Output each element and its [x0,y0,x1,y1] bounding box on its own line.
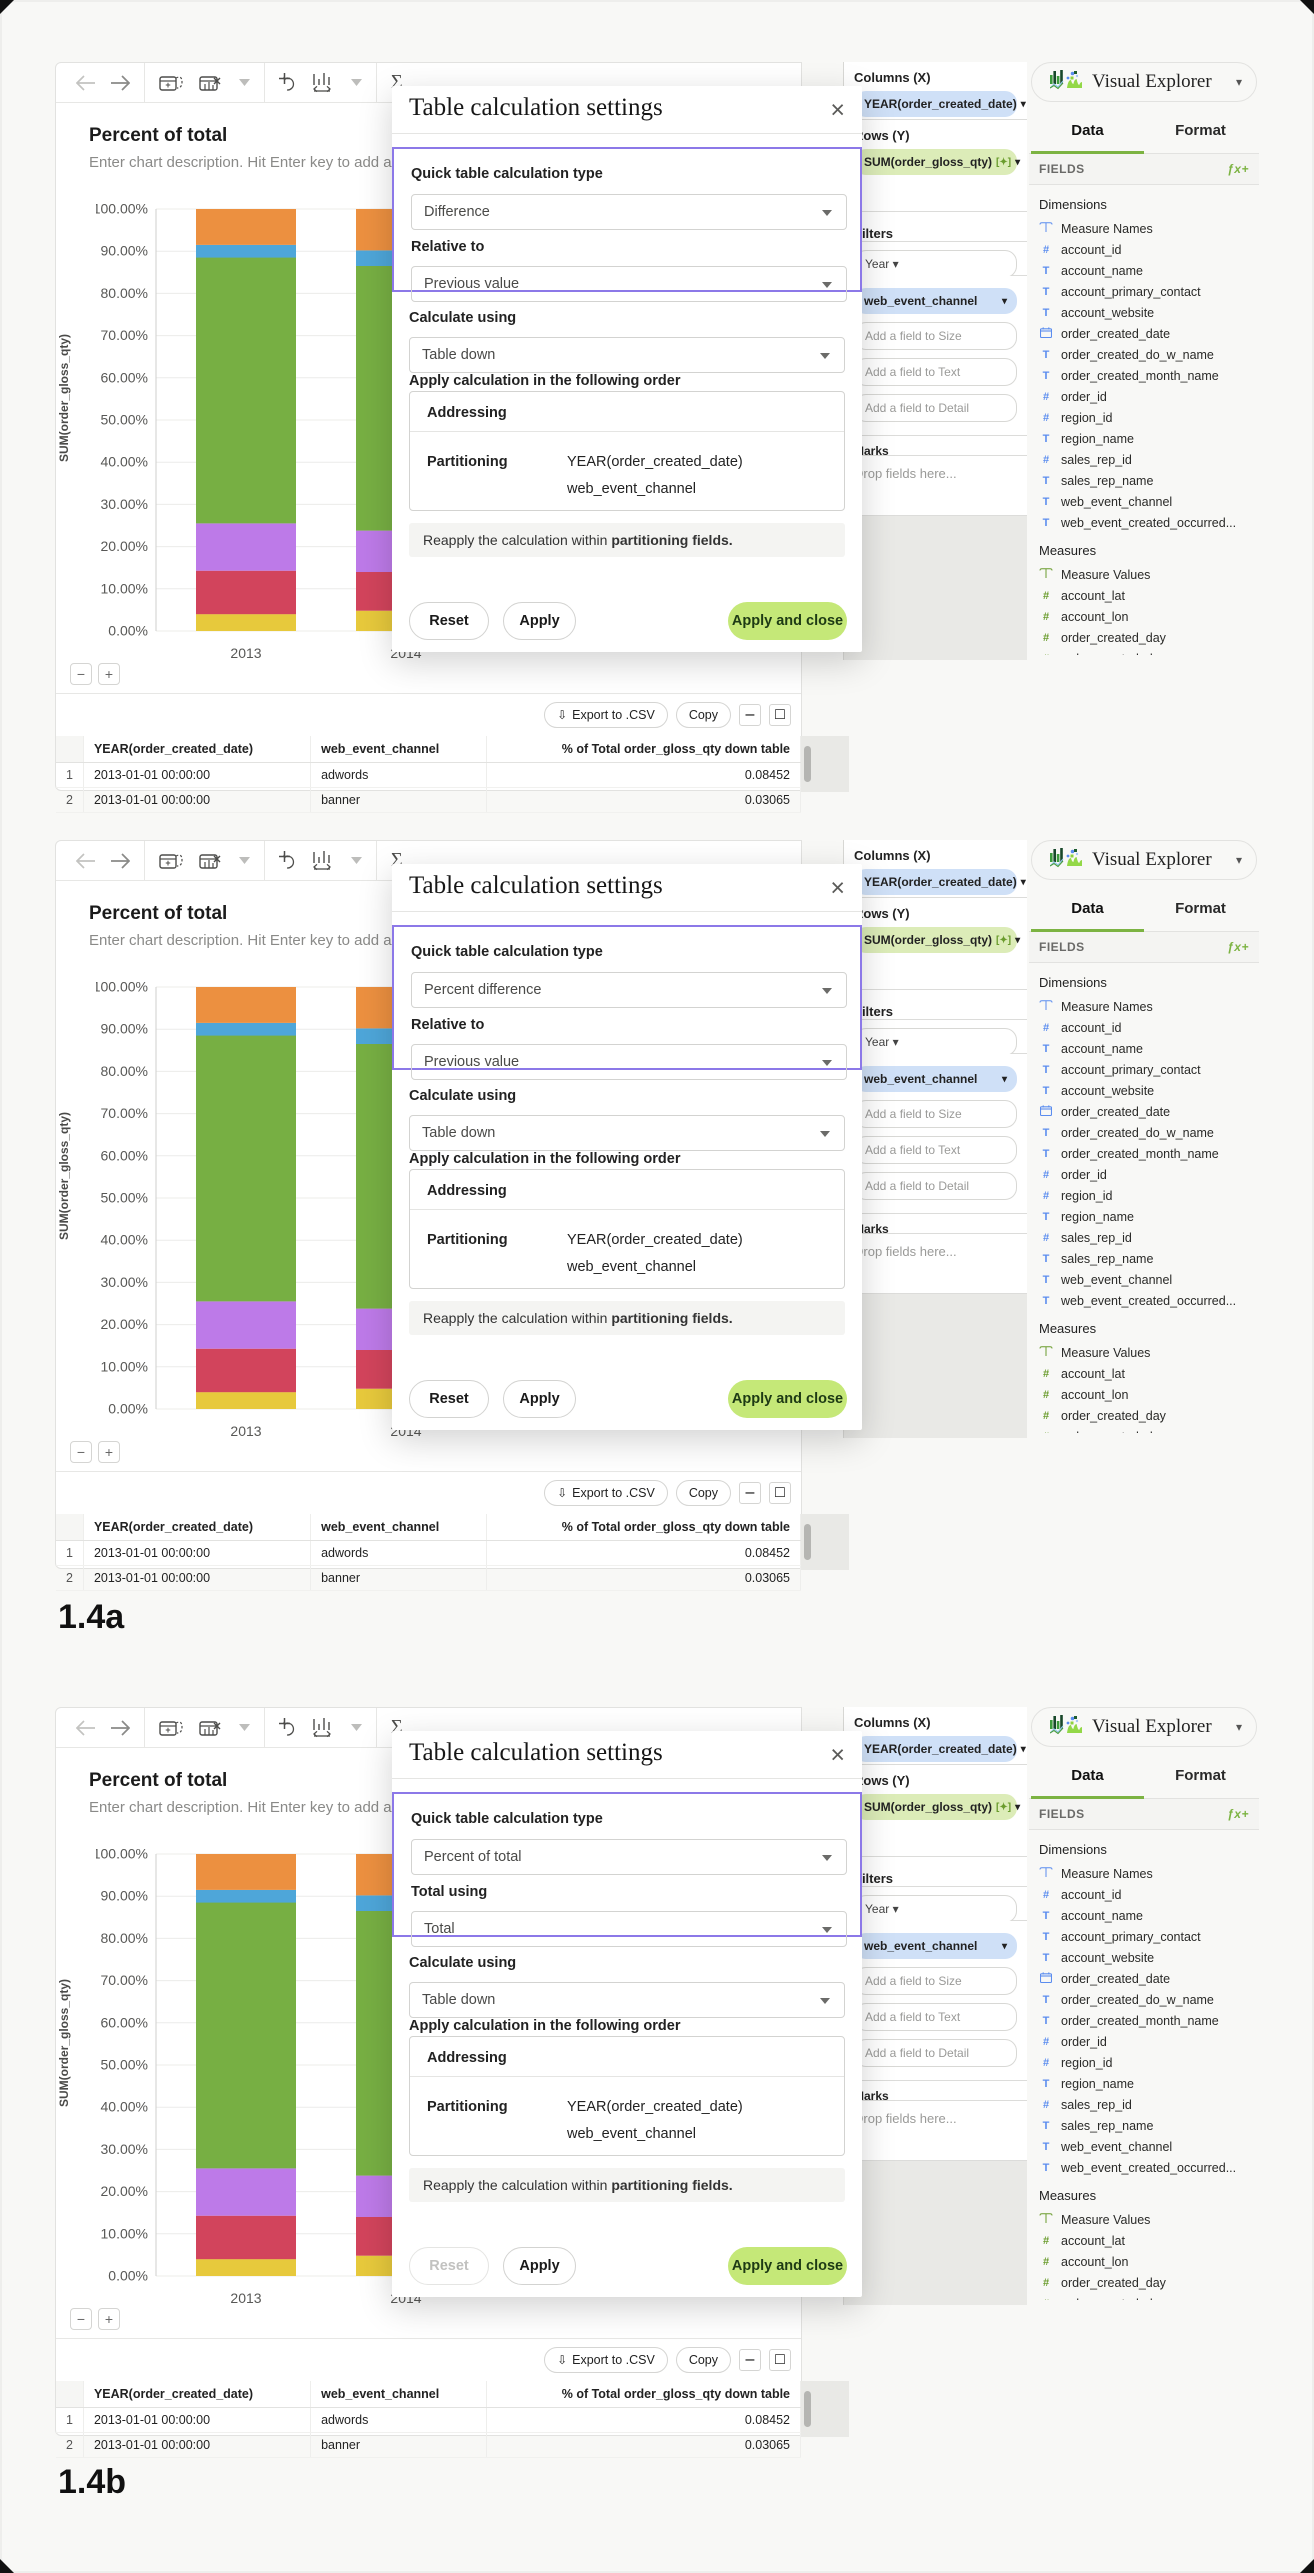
svg-text:2013: 2013 [230,1423,261,1439]
svg-text:40.00%: 40.00% [101,1232,148,1248]
svg-text:10.00%: 10.00% [101,1358,148,1374]
svg-text:60.00%: 60.00% [101,369,148,385]
svg-text:90.00%: 90.00% [101,243,148,259]
svg-text:80.00%: 80.00% [101,285,148,301]
svg-text:0.00%: 0.00% [108,623,148,639]
svg-text:30.00%: 30.00% [101,2141,148,2157]
svg-text:10.00%: 10.00% [101,2225,148,2241]
svg-text:60.00%: 60.00% [101,1147,148,1163]
svg-text:90.00%: 90.00% [101,1888,148,1904]
svg-text:70.00%: 70.00% [101,1105,148,1121]
svg-text:20.00%: 20.00% [101,2183,148,2199]
svg-text:2013: 2013 [230,2290,261,2306]
svg-text:20.00%: 20.00% [101,1316,148,1332]
svg-text:40.00%: 40.00% [101,454,148,470]
svg-text:50.00%: 50.00% [101,2057,148,2073]
svg-text:+: + [165,1725,170,1735]
svg-text:30.00%: 30.00% [101,1274,148,1290]
svg-text:80.00%: 80.00% [101,1930,148,1946]
svg-text:60.00%: 60.00% [101,2014,148,2030]
svg-text:100.00%: 100.00% [96,979,148,995]
svg-text:50.00%: 50.00% [101,412,148,428]
svg-text:40.00%: 40.00% [101,2099,148,2115]
svg-text:30.00%: 30.00% [101,496,148,512]
svg-text:+: + [165,858,170,868]
svg-text:90.00%: 90.00% [101,1021,148,1037]
svg-text:20.00%: 20.00% [101,538,148,554]
svg-text:2013: 2013 [230,645,261,661]
svg-text:100.00%: 100.00% [96,201,148,217]
svg-text:70.00%: 70.00% [101,327,148,343]
svg-text:+: + [165,80,170,90]
svg-text:0.00%: 0.00% [108,2268,148,2284]
svg-text:100.00%: 100.00% [96,1846,148,1862]
svg-text:0.00%: 0.00% [108,1401,148,1417]
svg-text:50.00%: 50.00% [101,1190,148,1206]
svg-text:80.00%: 80.00% [101,1063,148,1079]
svg-text:10.00%: 10.00% [101,580,148,596]
svg-text:70.00%: 70.00% [101,1972,148,1988]
